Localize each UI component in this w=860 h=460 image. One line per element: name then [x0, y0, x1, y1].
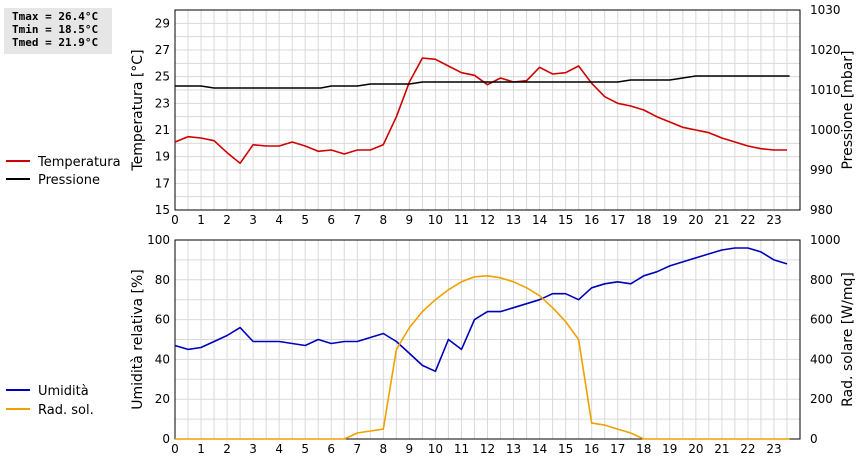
panel1-x-tick-label: 1	[197, 213, 205, 227]
panel2-x-tick-label: 3	[249, 442, 257, 456]
panel2-x-tick-label: 17	[610, 442, 625, 456]
series-line-rad-sol-	[175, 274, 790, 440]
legend-label: Temperatura	[37, 155, 121, 170]
panel2-x-tick-label: 16	[584, 442, 599, 456]
panel1-x-tick-label: 22	[740, 213, 755, 227]
panel2-x-tick-label: 4	[275, 442, 283, 456]
panel2-x-tick-label: 12	[480, 442, 495, 456]
tmed-label: Tmed = 21.9°C	[12, 36, 99, 49]
panel2-x-tick-label: 5	[301, 442, 309, 456]
panel2-x-tick-label: 7	[353, 442, 361, 456]
panel1-y-right-label: Pressione [mbar]	[840, 50, 856, 169]
panel2-y-right-tick-label: 400	[810, 352, 833, 366]
panel2-x-tick-label: 23	[766, 442, 781, 456]
series-line-temperatura	[174, 57, 787, 165]
panel2-y-left-tick-label: 60	[155, 313, 170, 327]
panel1-y-left-tick-label: 25	[155, 70, 170, 84]
panel2-x-tick-label: 1	[197, 442, 205, 456]
panel1-y-left-tick-label: 17	[155, 176, 170, 190]
panel2-y-right-label: Rad. solare [W/mq]	[840, 272, 856, 407]
panel1-x-tick-label: 0	[171, 213, 179, 227]
panel1-y-left-tick-label: 23	[155, 96, 170, 110]
legend-label: Umidità	[38, 384, 89, 399]
panel1-x-tick-label: 6	[327, 213, 335, 227]
panel1-y-left-tick-label: 15	[155, 203, 170, 217]
panel2-y-right-tick-label: 200	[810, 392, 833, 406]
panel1-x-tick-label: 13	[506, 213, 521, 227]
panel2-x-tick-label: 15	[558, 442, 573, 456]
panel1-x-tick-label: 16	[584, 213, 599, 227]
panel2-x-tick-label: 21	[714, 442, 729, 456]
panel1-y-right-tick-label: 990	[810, 163, 833, 177]
panel2-y-left-tick-label: 0	[162, 432, 170, 446]
series-line-umidità	[174, 247, 788, 373]
panel2-y-left-tick-label: 40	[155, 352, 170, 366]
panel2-x-tick-label: 10	[428, 442, 443, 456]
stats-box: Tmax = 26.4°C Tmin = 18.5°C Tmed = 21.9°…	[4, 8, 112, 54]
panel1-y-right-tick-label: 1010	[810, 83, 841, 97]
panel1-y-left-tick-label: 19	[155, 150, 170, 164]
panel1-x-tick-label: 3	[249, 213, 257, 227]
panel1-x-tick-label: 12	[480, 213, 495, 227]
series-line-pressione	[175, 75, 790, 89]
panel1-y-right-tick-label: 1030	[810, 3, 841, 17]
tmax-label: Tmax = 26.4°C	[12, 10, 99, 23]
panel1-x-tick-label: 9	[406, 213, 414, 227]
panel1-x-tick-label: 4	[275, 213, 283, 227]
panel2-x-tick-label: 13	[506, 442, 521, 456]
legend-label: Rad. sol.	[38, 403, 94, 418]
panel1-x-tick-label: 7	[353, 213, 361, 227]
panel1-x-tick-label: 23	[766, 213, 781, 227]
panel1-y-right-tick-label: 1000	[810, 123, 841, 137]
panel2-y-right-tick-label: 600	[810, 313, 833, 327]
panel1-frame	[174, 9, 801, 211]
panel2-x-tick-label: 8	[380, 442, 388, 456]
panel1-x-tick-label: 8	[380, 213, 388, 227]
panel2-x-tick-label: 20	[688, 442, 703, 456]
panel1-x-tick-label: 20	[688, 213, 703, 227]
panel2-x-tick-label: 11	[454, 442, 469, 456]
legend-label: Pressione	[38, 173, 100, 188]
panel1-x-tick-label: 17	[610, 213, 625, 227]
panel2-x-tick-label: 22	[740, 442, 755, 456]
panel1-y-right-tick-label: 980	[810, 203, 833, 217]
panel2-x-tick-label: 0	[171, 442, 179, 456]
panel2-x-tick-label: 14	[532, 442, 547, 456]
panel1-x-tick-label: 19	[662, 213, 677, 227]
panel2-y-left-tick-label: 80	[155, 273, 170, 287]
panel1-x-tick-label: 10	[428, 213, 443, 227]
panel1-y-left-tick-label: 21	[155, 123, 170, 137]
panel2-y-right-tick-label: 0	[810, 432, 818, 446]
panel1-y-left-tick-label: 27	[155, 43, 170, 57]
panel2-x-tick-label: 2	[223, 442, 231, 456]
panel2-y-right-tick-label: 1000	[810, 233, 841, 247]
panel2-y-right-tick-label: 800	[810, 273, 833, 287]
tmin-label: Tmin = 18.5°C	[12, 23, 99, 36]
panel1-x-tick-label: 2	[223, 213, 231, 227]
panel2-y-left-label: Umidità relativa [%]	[130, 269, 146, 410]
panel1-x-tick-label: 14	[532, 213, 547, 227]
panel1-x-tick-label: 21	[714, 213, 729, 227]
panel2-x-tick-label: 18	[636, 442, 651, 456]
panel2-y-left-tick-label: 100	[147, 233, 170, 247]
panel1-x-tick-label: 11	[454, 213, 469, 227]
panel2-x-tick-label: 9	[406, 442, 414, 456]
panel2-y-left-tick-label: 20	[155, 392, 170, 406]
panel1-y-left-label: Temperatura [°C]	[130, 49, 146, 171]
panel2-x-tick-label: 6	[327, 442, 335, 456]
panel2-x-tick-label: 19	[662, 442, 677, 456]
panel1-x-tick-label: 18	[636, 213, 651, 227]
panel2-frame	[174, 239, 801, 440]
panel1-x-tick-label: 15	[558, 213, 573, 227]
panel1-x-tick-label: 5	[301, 213, 309, 227]
panel1-y-left-tick-label: 29	[155, 16, 170, 30]
panel1-y-right-tick-label: 1020	[810, 43, 841, 57]
